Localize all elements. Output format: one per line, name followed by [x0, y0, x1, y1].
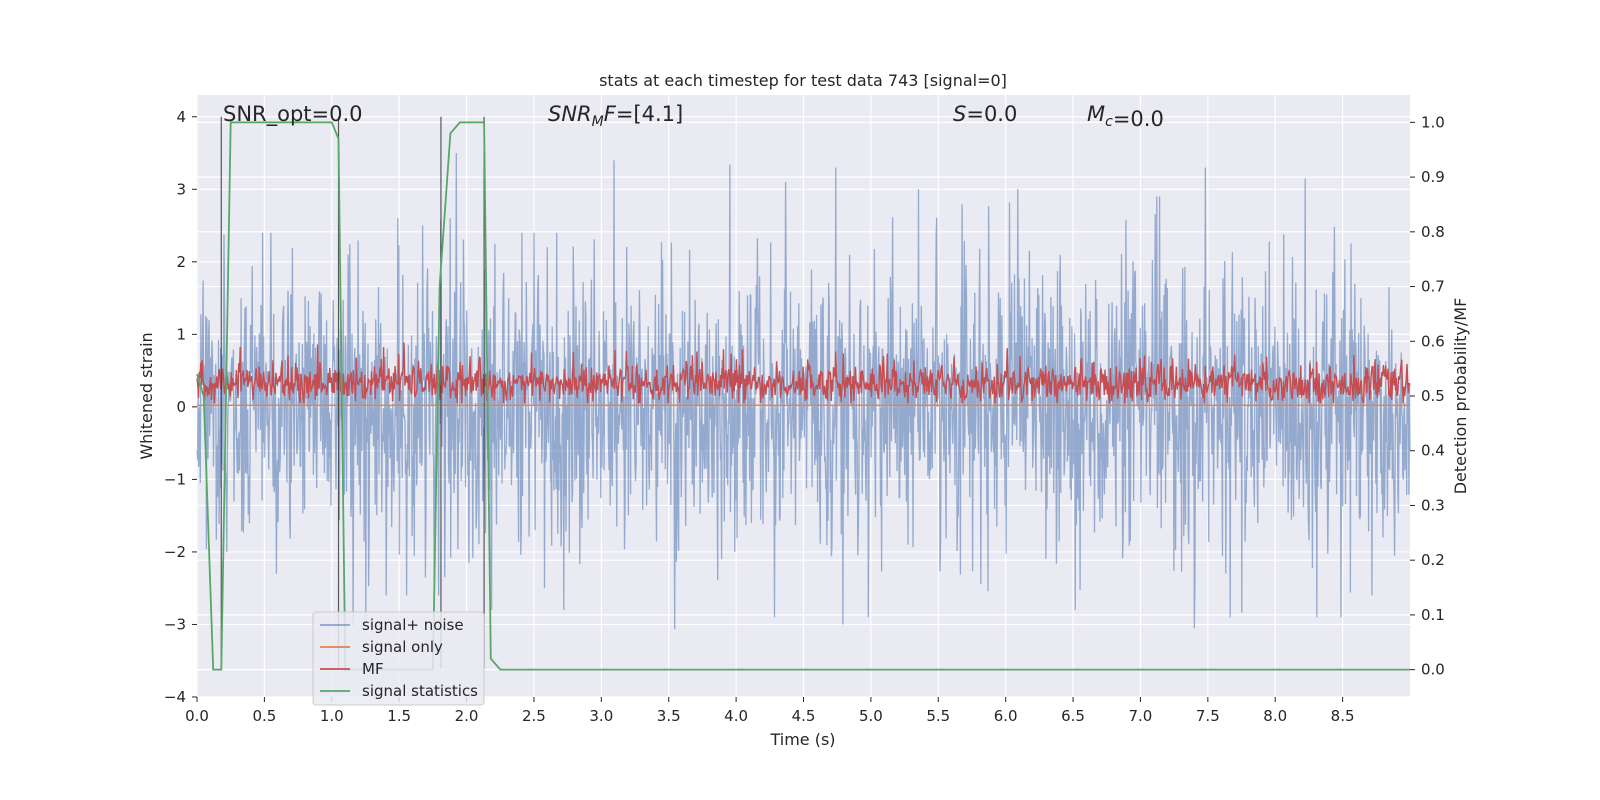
- chart-title: stats at each timestep for test data 743…: [599, 71, 1007, 90]
- y-tick-label: −1: [164, 470, 186, 488]
- y2-tick-label: 0.1: [1421, 606, 1445, 624]
- y-axis-ticks: 4 3 2 1 0 −1 −2 −3 −4: [164, 108, 197, 706]
- y2-tick-label: 1.0: [1421, 113, 1445, 131]
- y2-tick-label: 0.3: [1421, 496, 1445, 514]
- mc-annotation: Mc=0.0: [1087, 102, 1164, 131]
- x-tick-label: 2.0: [455, 707, 479, 725]
- y-tick-label: −4: [164, 688, 186, 706]
- y-tick-label: 0: [176, 398, 186, 416]
- x-tick-label: 4.5: [792, 707, 816, 725]
- legend-label: signal statistics: [362, 682, 478, 700]
- x-tick-label: 3.0: [589, 707, 613, 725]
- y-tick-label: 2: [176, 253, 186, 271]
- x-tick-label: 3.5: [657, 707, 681, 725]
- x-tick-label: 6.5: [1061, 707, 1085, 725]
- legend-label: signal only: [362, 638, 443, 656]
- y2-tick-label: 0.4: [1421, 442, 1445, 460]
- y2-tick-label: 0.2: [1421, 551, 1445, 569]
- y2-tick-label: 0.6: [1421, 332, 1445, 350]
- x-tick-label: 5.0: [859, 707, 883, 725]
- y-axis-label: Whitened strain: [137, 332, 156, 459]
- x-tick-label: 1.0: [320, 707, 344, 725]
- mf-line: [196, 342, 1411, 404]
- y-tick-label: 3: [176, 180, 186, 198]
- y2-tick-label: 0.5: [1421, 387, 1445, 405]
- y2-axis-ticks: 1.0 0.9 0.8 0.7 0.6 0.5 0.4 0.3 0.2 0.1 0.0: [1410, 113, 1445, 679]
- x-tick-label: 5.5: [926, 707, 950, 725]
- legend-label: signal+ noise: [362, 616, 464, 634]
- x-tick-label: 6.0: [994, 707, 1018, 725]
- x-tick-label: 1.5: [387, 707, 411, 725]
- legend: signal+ noise signal only MF signal statist…: [312, 611, 485, 706]
- y2-tick-label: 0.0: [1421, 661, 1445, 679]
- snr-opt-annotation: SNR_opt=0.0: [223, 102, 363, 127]
- s-annotation: S=0.0: [953, 102, 1017, 126]
- x-tick-label: 7.0: [1129, 707, 1153, 725]
- y-tick-label: 1: [176, 325, 186, 343]
- y-tick-label: −3: [164, 615, 186, 633]
- x-tick-label: 4.0: [724, 707, 748, 725]
- annotations: SNR_opt=0.0 SNRMF=[4.1] S=0.0 Mc=0.0: [223, 102, 1164, 131]
- legend-box: [312, 611, 485, 706]
- x-tick-label: 7.5: [1196, 707, 1220, 725]
- x-tick-label: 2.5: [522, 707, 546, 725]
- y-tick-label: 4: [176, 108, 186, 126]
- x-tick-label: 8.5: [1331, 707, 1355, 725]
- y2-axis-label: Detection probability/MF: [1451, 298, 1470, 495]
- y-tick-label: −2: [164, 543, 186, 561]
- x-tick-label: 0.0: [185, 707, 209, 725]
- x-axis-ticks: 0.0 0.5 1.0 1.5 2.0 2.5 3.0 3.5 4.0 4.5 5.0 5.5 6.0 6…: [185, 697, 1355, 725]
- legend-label: MF: [362, 660, 384, 678]
- x-tick-label: 0.5: [252, 707, 276, 725]
- x-axis-label: Time (s): [769, 730, 835, 749]
- y2-tick-label: 0.7: [1421, 278, 1445, 296]
- mf-series: [196, 342, 1411, 404]
- x-tick-label: 8.0: [1263, 707, 1287, 725]
- y2-tick-label: 0.8: [1421, 223, 1445, 241]
- y2-tick-label: 0.9: [1421, 168, 1445, 186]
- snr-mf-annotation: SNRMF=[4.1]: [548, 102, 683, 130]
